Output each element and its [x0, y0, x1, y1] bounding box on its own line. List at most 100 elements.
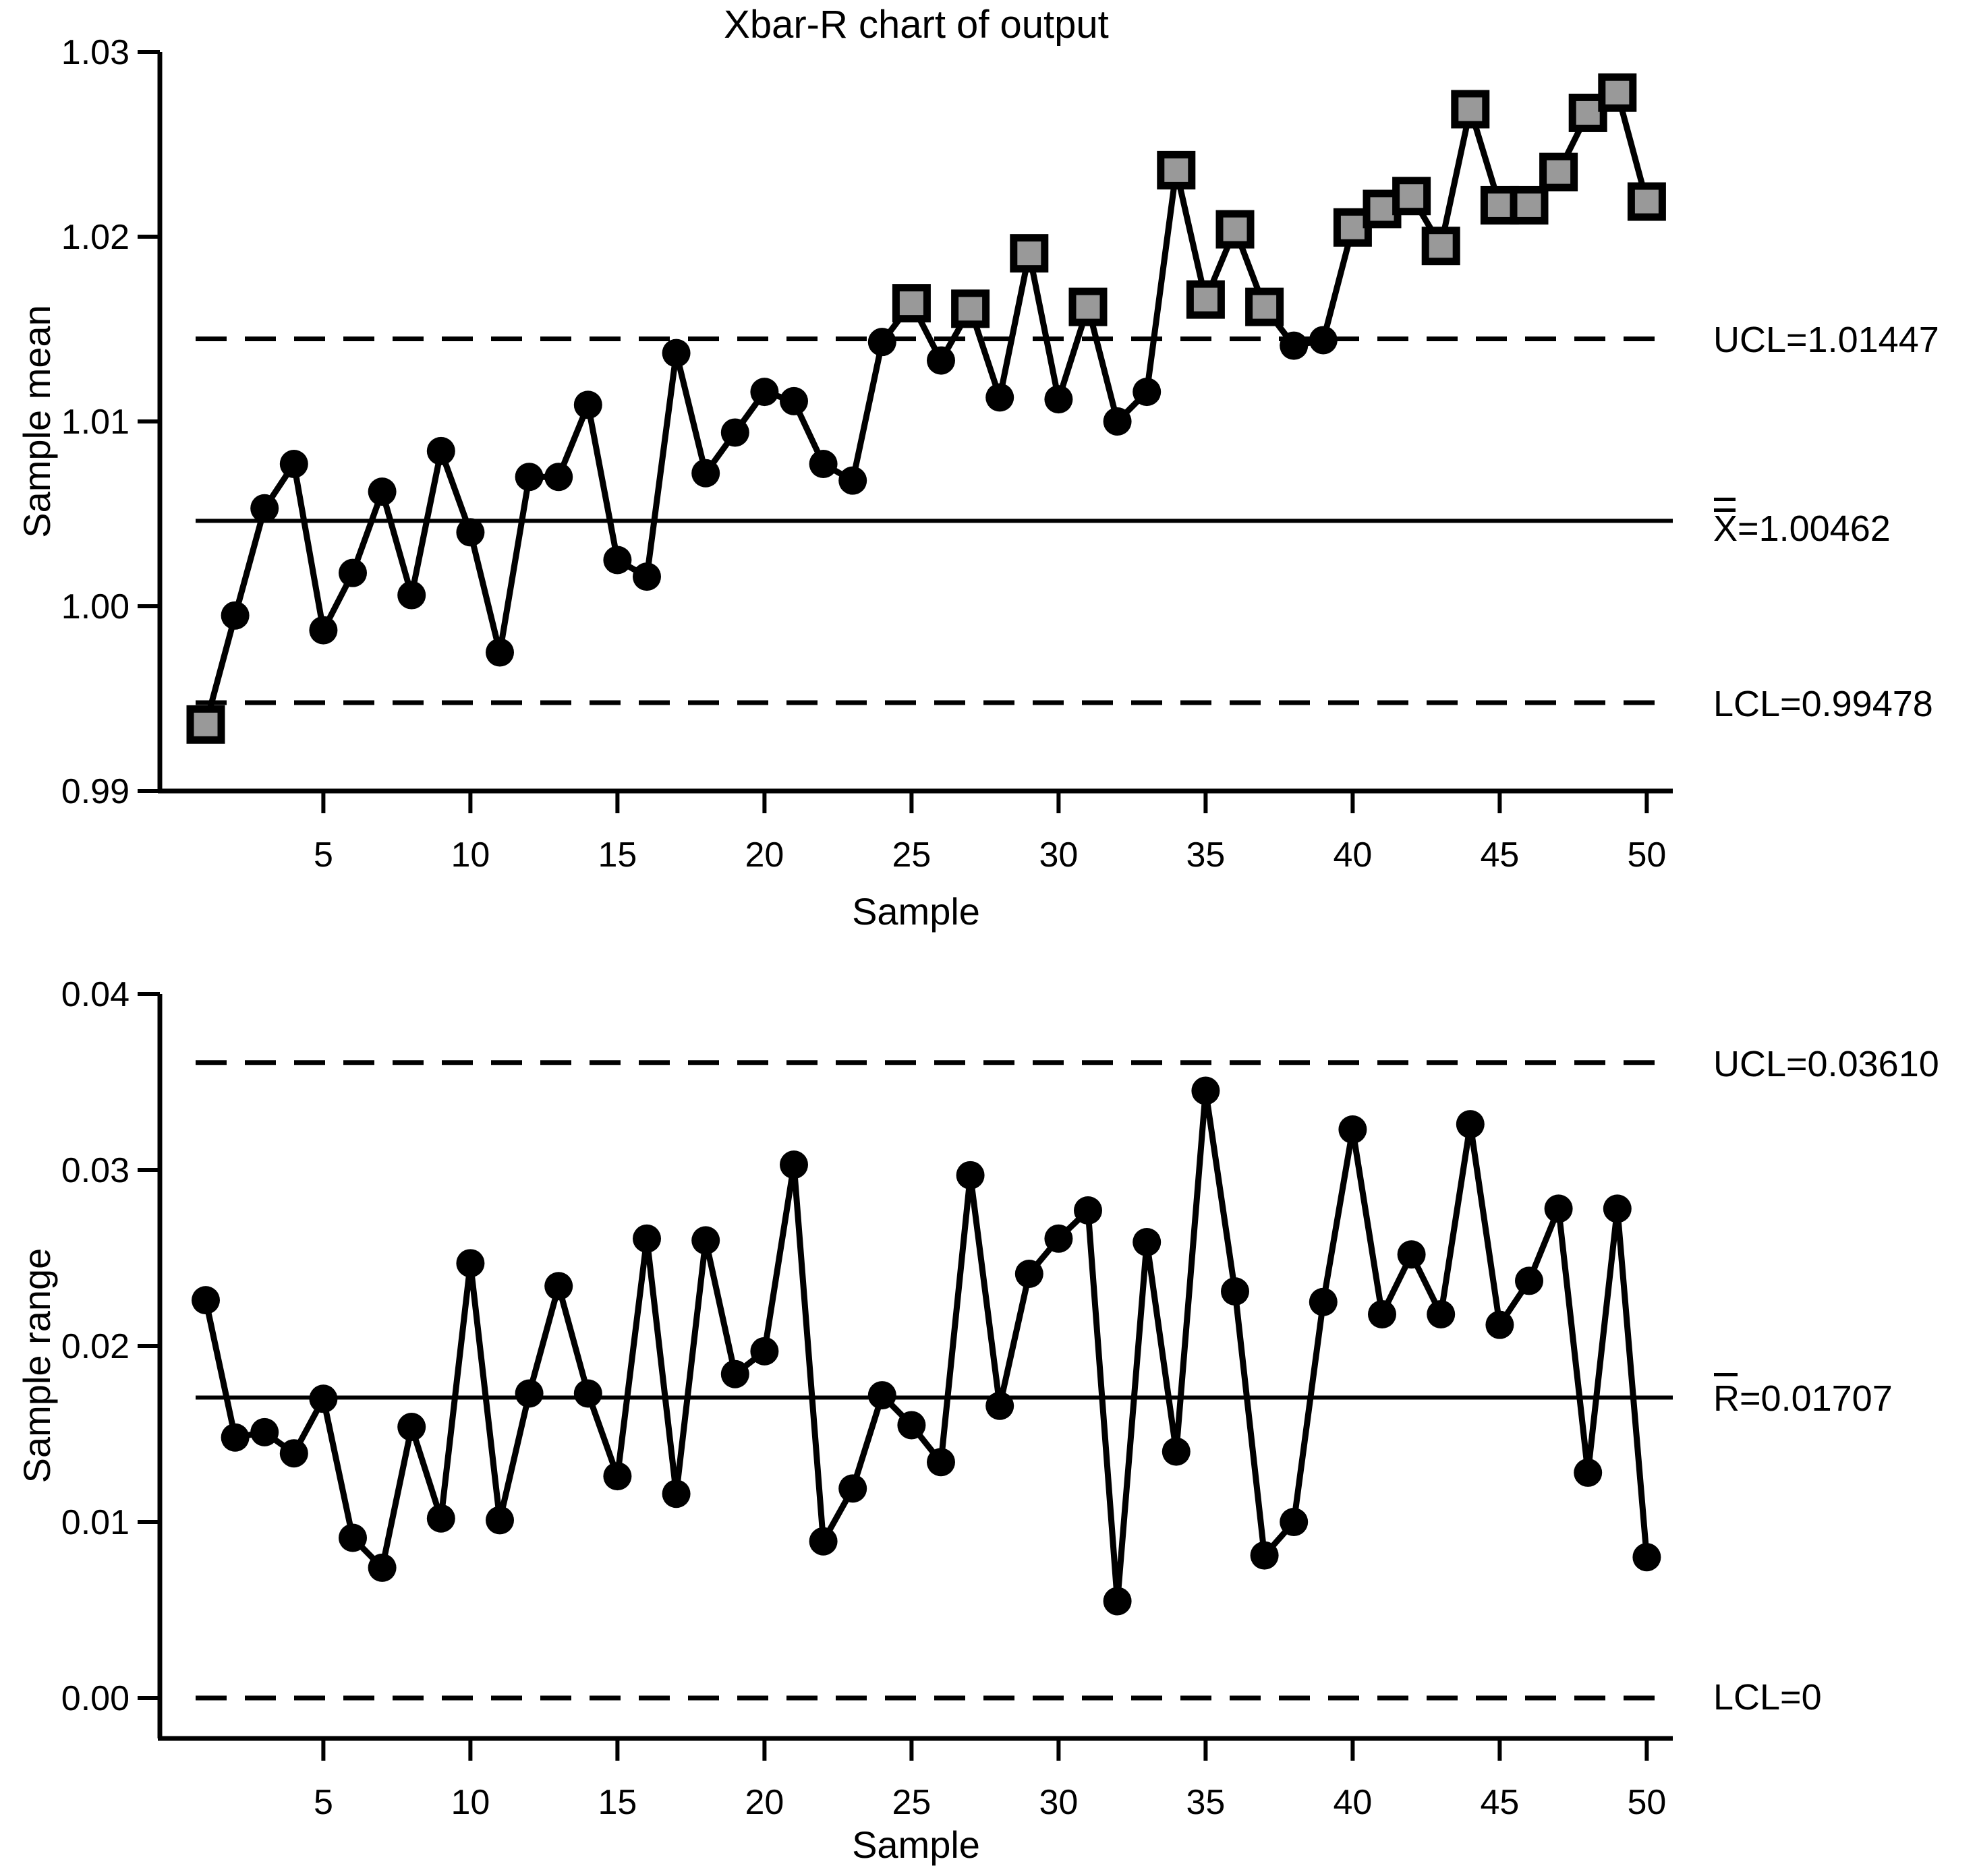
r-chart-series-line: [202, 1088, 1650, 1604]
r-chart-point-17: [662, 1479, 691, 1508]
xbar-chart-x-tick-label: 30: [1039, 836, 1078, 875]
xbar-chart-point-2: [221, 601, 250, 630]
xbar-chart-point-9: [426, 436, 455, 465]
r-chart-x-tick-label: 45: [1480, 1783, 1519, 1822]
r-chart-x-tick-label: 15: [598, 1783, 637, 1822]
r-chart-point-14: [573, 1379, 602, 1408]
xbar-chart-point-ooc-29: [1010, 234, 1049, 273]
r-chart-point-27: [956, 1161, 985, 1190]
r-chart-point-3: [250, 1417, 279, 1446]
r-chart-x-tick-label: 35: [1186, 1783, 1225, 1822]
xbar-chart-point-ooc-43: [1421, 227, 1460, 266]
r-chart-x-tick-label: 5: [314, 1783, 333, 1822]
xbar-chart-point-ooc-34: [1157, 150, 1196, 189]
xbar-chart-point-ooc-36: [1215, 210, 1255, 249]
xbar-chart-y-tick-label: 1.02: [61, 218, 130, 257]
r-chart-point-48: [1574, 1458, 1603, 1487]
xbar-ucl-label: UCL=1.01447: [1713, 320, 1939, 360]
x-doublebar-symbol: X: [1713, 498, 1738, 549]
xbar-lcl-label: LCL=0.99478: [1713, 684, 1933, 724]
r-chart-point-21: [780, 1150, 808, 1179]
r-chart-point-28: [985, 1391, 1014, 1420]
xbar-chart-point-ooc-50: [1627, 182, 1666, 221]
r-chart-point-40: [1338, 1115, 1367, 1144]
xbar-chart-point-21: [780, 386, 808, 415]
xbar-chart-point-ooc-25: [892, 284, 931, 323]
r-chart-point-29: [1014, 1259, 1043, 1288]
xbar-chart-x-tick-label: 10: [451, 836, 490, 875]
r-y-axis-title: Sample range: [16, 1248, 58, 1484]
r-chart-point-42: [1397, 1240, 1426, 1269]
r-chart-point-35: [1191, 1076, 1220, 1105]
r-chart-point-4: [279, 1439, 308, 1468]
xbar-chart-point-13: [544, 463, 573, 492]
r-chart-point-1: [192, 1286, 220, 1315]
xbar-chart-x-tick-label: 50: [1627, 836, 1666, 875]
xbar-chart-y-tick-label: 1.01: [61, 403, 130, 442]
xbar-chart-point-10: [456, 518, 485, 547]
xbar-chart-point-18: [691, 459, 720, 488]
xbar-y-axis-title: Sample mean: [16, 305, 58, 538]
r-chart-point-19: [720, 1359, 749, 1388]
r-chart-x-tick-label: 50: [1627, 1783, 1666, 1822]
r-chart-point-6: [339, 1523, 367, 1552]
r-chart-point-47: [1544, 1194, 1573, 1223]
xbar-chart-point-12: [515, 463, 544, 492]
r-chart-point-16: [633, 1224, 661, 1253]
xbar-chart-point-38: [1280, 331, 1309, 360]
r-chart-y-tick-label: 0.00: [61, 1679, 130, 1718]
xbar-chart-point-8: [397, 581, 426, 610]
xbar-x-axis-title: Sample: [852, 890, 980, 933]
r-ucl-label: UCL=0.03610: [1713, 1044, 1939, 1084]
xbar-center-label: X=1.00462: [1713, 498, 1891, 549]
xbar-chart-point-6: [339, 558, 367, 587]
r-chart-point-22: [809, 1527, 838, 1556]
r-chart-point-43: [1427, 1300, 1456, 1329]
xbar-chart-point-32: [1103, 407, 1132, 436]
r-chart-point-37: [1250, 1541, 1279, 1570]
r-chart-y-tick-label: 0.04: [61, 975, 130, 1014]
xbar-chart-point-11: [486, 638, 514, 667]
xbar-chart-point-ooc-37: [1245, 287, 1284, 326]
r-chart-point-38: [1280, 1508, 1309, 1536]
xbar-chart-point-7: [368, 477, 397, 506]
r-chart-point-9: [426, 1504, 455, 1533]
xbar-chart-point-17: [662, 339, 691, 368]
r-center-label: R=0.01707: [1713, 1373, 1893, 1419]
r-chart-point-7: [368, 1553, 397, 1582]
r-x-axis-title: Sample: [852, 1823, 980, 1866]
xbar-chart-point-33: [1133, 378, 1162, 407]
xbar-chart-point-14: [573, 390, 602, 419]
r-chart-y-tick-label: 0.02: [61, 1327, 130, 1366]
r-chart-point-5: [309, 1384, 338, 1413]
xbar-chart-x-tick-label: 40: [1333, 836, 1372, 875]
xbar-chart-x-tick-label: 25: [892, 836, 931, 875]
r-chart-point-25: [897, 1411, 926, 1440]
r-chart-point-26: [927, 1448, 955, 1477]
xbar-chart-point-24: [867, 328, 896, 357]
xbar-chart-x-tick-label: 5: [314, 836, 333, 875]
xbar-chart-point-19: [720, 418, 749, 447]
r-chart-point-33: [1133, 1228, 1162, 1257]
xbar-chart-point-ooc-42: [1392, 177, 1431, 216]
r-chart-y-tick-label: 0.03: [61, 1151, 130, 1190]
xbar-chart-point-20: [750, 378, 779, 407]
xbar-chart-point-5: [309, 616, 338, 645]
xbar-chart-point-ooc-1: [186, 705, 225, 744]
r-chart-point-39: [1309, 1287, 1338, 1316]
xbar-chart-point-30: [1044, 385, 1073, 414]
r-chart-point-46: [1515, 1266, 1543, 1295]
xbar-chart-y-tick-label: 1.03: [61, 33, 130, 72]
xbar-chart-point-ooc-49: [1598, 73, 1637, 112]
r-chart-point-30: [1044, 1224, 1073, 1253]
r-chart-x-tick-label: 25: [892, 1783, 931, 1822]
r-chart-point-10: [456, 1249, 485, 1278]
r-chart-point-24: [867, 1381, 896, 1410]
r-chart-point-41: [1368, 1300, 1396, 1329]
xbar-chart-point-4: [279, 450, 308, 479]
xbar-chart-point-ooc-47: [1539, 152, 1578, 192]
r-chart-y-tick-label: 0.01: [61, 1503, 130, 1542]
r-chart-point-44: [1456, 1110, 1485, 1139]
r-chart-point-11: [486, 1506, 514, 1535]
xbar-chart-y-tick-label: 0.99: [61, 772, 130, 811]
